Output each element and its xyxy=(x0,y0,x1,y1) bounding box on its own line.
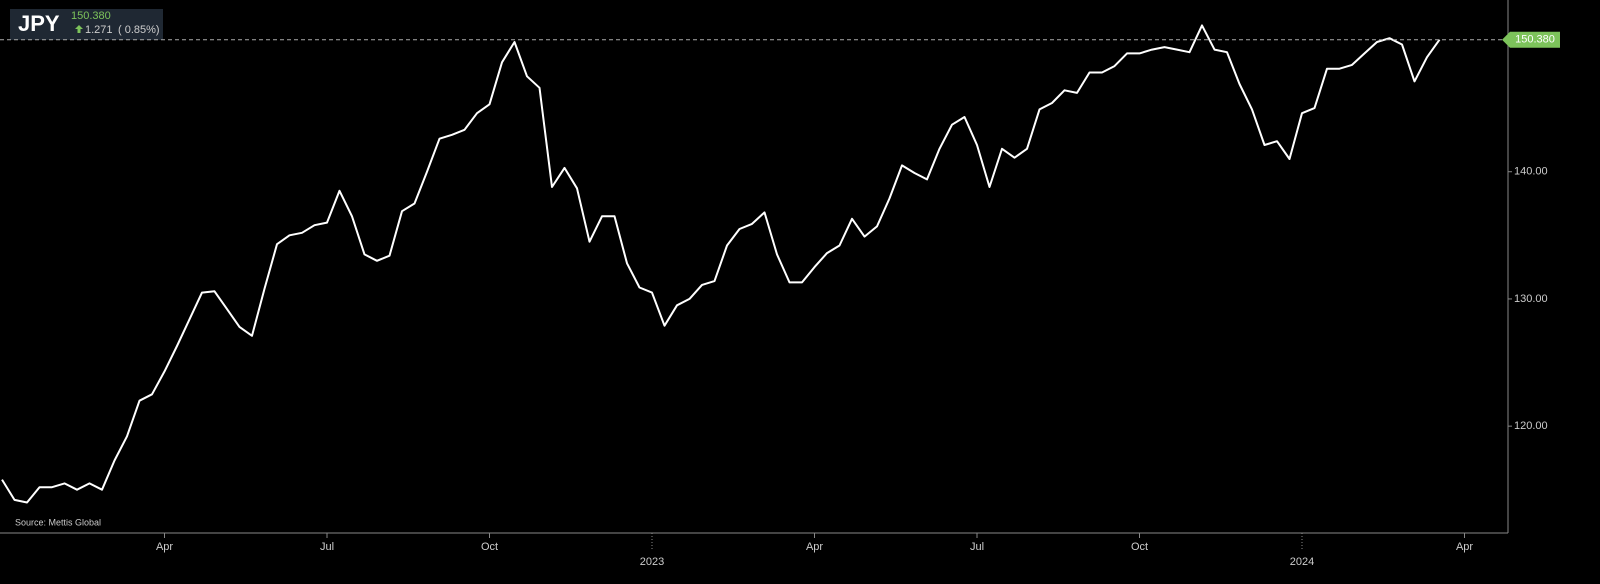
source: Source: Mettis Global xyxy=(15,517,101,527)
x-tick-label: Apr xyxy=(806,541,823,553)
x-tick-label: 2023 xyxy=(640,556,664,568)
y-tick-label: 140.00 xyxy=(1514,166,1548,178)
x-tick-label: Oct xyxy=(481,541,498,553)
x-tick-label: Apr xyxy=(1456,541,1473,553)
x-tick-label: 2024 xyxy=(1290,556,1314,568)
x-tick-label: Apr xyxy=(156,541,173,553)
up-arrow xyxy=(75,25,83,33)
x-tick-label: Oct xyxy=(1131,541,1148,553)
y-tick-label: 120.00 xyxy=(1514,420,1548,432)
y-tick-label: 130.00 xyxy=(1514,293,1548,305)
change: 1.271 xyxy=(85,24,113,36)
price: 150.380 xyxy=(71,10,111,22)
change-pct: ( 0.85%) xyxy=(118,24,160,36)
x-tick-label: Jul xyxy=(320,541,334,553)
price-line xyxy=(1,24,1441,504)
ticker: JPY xyxy=(18,11,60,36)
last-price-tag xyxy=(1502,31,1560,48)
last-price-label: 150.380 xyxy=(1515,34,1555,46)
ticker-box xyxy=(10,9,163,40)
x-tick-label: Jul xyxy=(970,541,984,553)
